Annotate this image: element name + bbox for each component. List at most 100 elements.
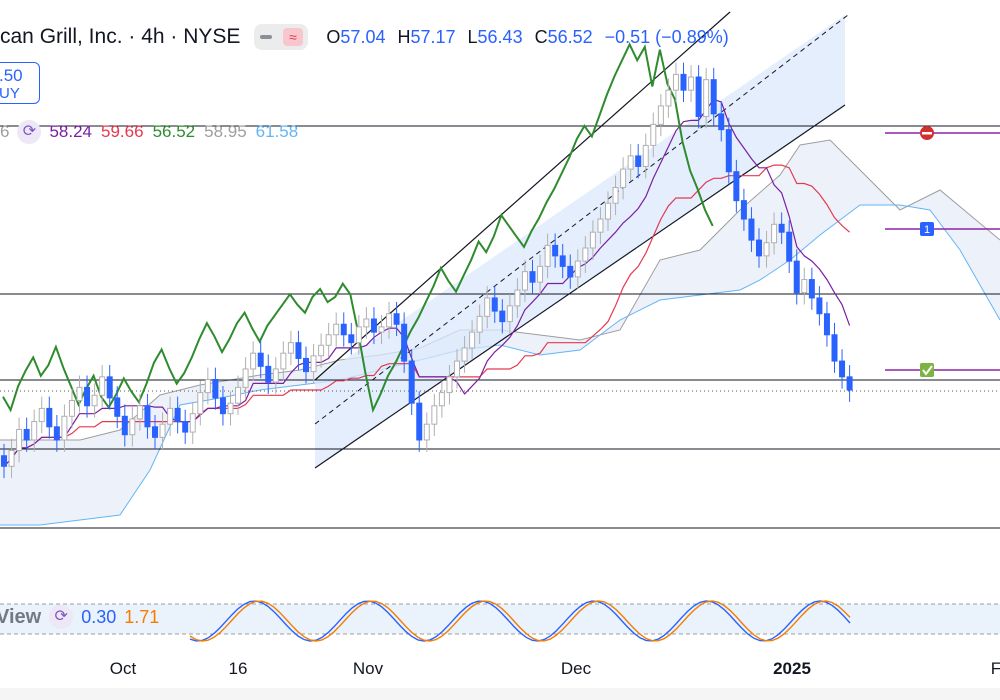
candle-body: [657, 105, 664, 125]
candle-body: [725, 129, 732, 173]
compare-pill[interactable]: ≈: [254, 24, 309, 50]
candle-body: [612, 186, 619, 204]
candle-body: [295, 342, 302, 359]
candle-body: [227, 402, 234, 415]
refresh-icon[interactable]: ⟳: [17, 120, 42, 144]
candle-body: [461, 347, 468, 362]
candle-body: [446, 376, 453, 394]
candle-body: [672, 73, 679, 91]
x-tick-label: F: [990, 659, 1000, 678]
candle-body: [106, 376, 113, 399]
candle-body: [355, 326, 362, 344]
candle-body: [38, 407, 45, 423]
candle-body: [476, 315, 483, 333]
candle-body: [589, 231, 596, 249]
candle-body: [514, 289, 521, 307]
candle-body: [484, 297, 491, 317]
span-a-value: 58.95: [204, 122, 247, 141]
horizontal-lines[interactable]: [0, 125, 1000, 529]
candle-body: [831, 334, 838, 362]
candle-body: [574, 260, 581, 278]
candle-body: [506, 305, 513, 323]
candle-body: [740, 200, 747, 220]
ichimoku-values: 58.24 59.66 56.52 58.95 61.58: [49, 122, 298, 142]
channel-fill: [315, 15, 845, 468]
candle-body: [310, 355, 317, 373]
candle-body: [182, 421, 189, 433]
x-tick-label: Nov: [352, 659, 384, 678]
candle-body: [839, 360, 846, 378]
candle-body: [438, 392, 445, 407]
candle-body: [537, 265, 544, 283]
candle-body: [204, 378, 211, 394]
stoch-k-line: [189, 600, 851, 642]
high-value: 57.17: [410, 26, 456, 47]
candle-body: [695, 76, 702, 117]
minus-bar: [922, 132, 932, 135]
candle-body: [703, 79, 710, 117]
candle-body: [816, 297, 823, 315]
candle-body: [688, 76, 695, 91]
x-tick-label: Dec: [560, 659, 592, 678]
candle-body: [129, 418, 136, 436]
stoch-d-value: 1.71: [124, 606, 160, 627]
candle-body: [521, 271, 528, 291]
candle-body: [559, 255, 566, 267]
number-one-icon: [920, 222, 934, 236]
symbol-title[interactable]: can Grill, Inc. · 4h · NYSE: [0, 25, 241, 48]
candle-body: [280, 352, 287, 370]
candle-body: [431, 405, 438, 425]
alert-markers[interactable]: 1: [920, 126, 934, 377]
candle-body: [469, 331, 476, 349]
candle-body: [23, 428, 30, 441]
x-tick-label: 2025: [773, 659, 811, 678]
close-label: C: [534, 26, 548, 47]
candle-body: [257, 352, 264, 367]
candle-body: [529, 271, 536, 283]
candle-body: [114, 397, 121, 417]
candle-body: [8, 449, 15, 467]
candle-body: [250, 352, 257, 370]
candle-body: [121, 415, 128, 436]
candle-body: [287, 342, 294, 354]
ohlc-readout: O57.04 H57.17 L56.43 C56.52 −0.51 (−0.89…: [326, 27, 728, 48]
bottom-strip: [0, 688, 1000, 700]
lagging-value: 56.52: [152, 122, 196, 141]
candle-body: [386, 313, 393, 328]
buy-price-button[interactable]: .50 UY: [0, 62, 40, 104]
wave-icon: ≈: [282, 28, 303, 46]
open-label: O: [326, 26, 341, 47]
marker-number: 1: [924, 224, 930, 236]
watermark-text: View: [0, 605, 42, 628]
candle-body: [16, 428, 23, 451]
candle-body: [620, 168, 627, 188]
candle-body: [212, 378, 219, 399]
candle-body: [733, 171, 740, 202]
refresh-icon[interactable]: ⟳: [49, 605, 74, 629]
candle-body: [235, 386, 242, 404]
minus-icon: [259, 35, 272, 39]
candle-body: [53, 426, 60, 441]
candle-body: [144, 405, 151, 428]
x-tick-label: 16: [228, 659, 248, 678]
stoch-k-value: 0.30: [81, 606, 117, 627]
candle-body: [174, 407, 181, 423]
candle-body: [801, 279, 808, 294]
candle-body: [771, 223, 778, 244]
candle-body: [544, 244, 551, 267]
candle-body: [242, 368, 249, 388]
candle-body: [197, 392, 204, 415]
candles: [1, 62, 853, 479]
candle-body: [718, 113, 725, 131]
open-value: 57.04: [340, 26, 386, 47]
candle-body: [91, 394, 98, 407]
candle-body: [846, 376, 853, 391]
change-value: −0.51 (−0.89%): [604, 26, 729, 47]
candle-body: [642, 144, 649, 167]
stoch-d-line: [189, 600, 851, 642]
candle-body: [582, 247, 589, 262]
high-label: H: [397, 26, 411, 47]
span-b-value: 61.58: [255, 122, 299, 141]
candle-body: [454, 360, 460, 378]
